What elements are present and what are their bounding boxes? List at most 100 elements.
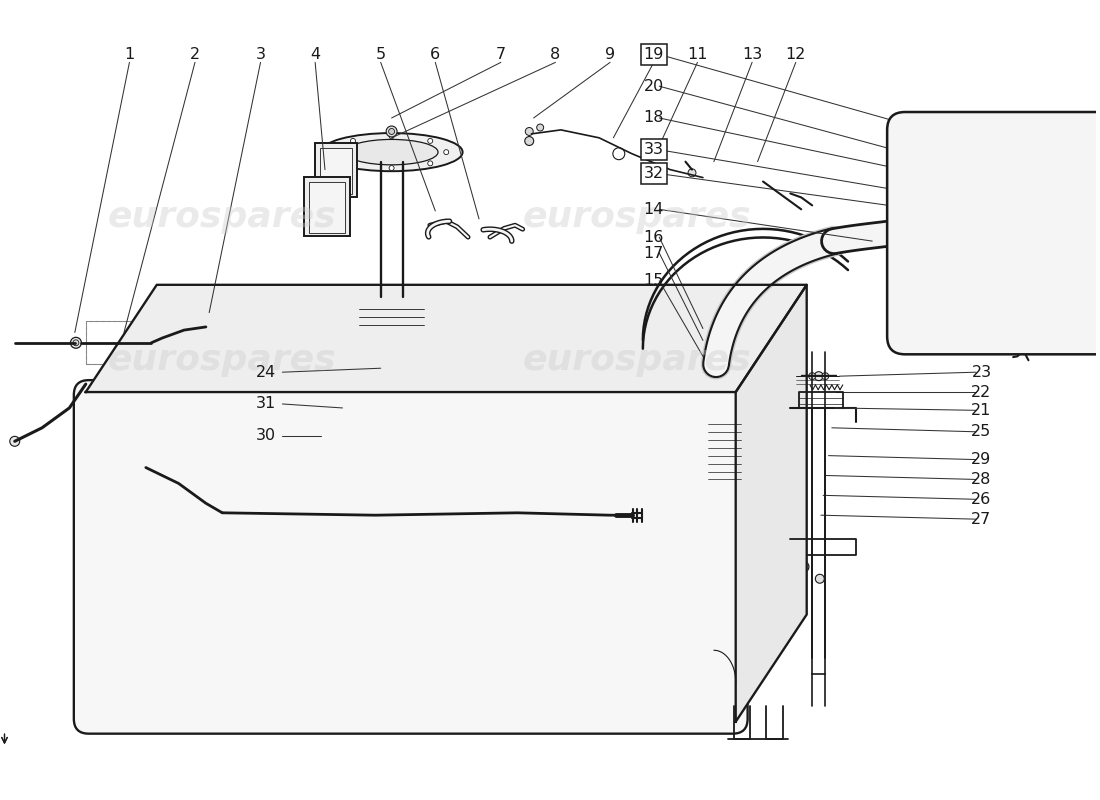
Ellipse shape (914, 224, 946, 246)
Circle shape (675, 374, 680, 379)
Text: 27: 27 (971, 512, 991, 526)
Ellipse shape (893, 218, 949, 257)
Text: eurospares: eurospares (524, 200, 751, 234)
Text: 17: 17 (644, 246, 664, 261)
Circle shape (340, 313, 346, 320)
Circle shape (808, 373, 815, 380)
Circle shape (1015, 319, 1024, 328)
Circle shape (412, 327, 419, 334)
Circle shape (537, 124, 543, 131)
Bar (364, 299, 605, 342)
Text: 1: 1 (124, 47, 134, 62)
Text: 6: 6 (430, 47, 440, 62)
Circle shape (412, 313, 419, 320)
Bar (309, 182, 344, 233)
FancyBboxPatch shape (887, 112, 1100, 354)
Text: 18: 18 (644, 110, 664, 126)
Ellipse shape (320, 133, 463, 171)
Text: 29: 29 (971, 452, 991, 467)
Ellipse shape (345, 139, 438, 165)
Text: 20: 20 (644, 78, 664, 94)
Ellipse shape (669, 364, 748, 390)
Ellipse shape (889, 232, 927, 258)
Text: 16: 16 (644, 230, 664, 245)
Text: 9: 9 (605, 47, 615, 62)
Text: 13: 13 (742, 47, 762, 62)
Circle shape (364, 327, 371, 334)
Circle shape (412, 299, 419, 306)
Text: 4: 4 (310, 47, 320, 62)
Ellipse shape (887, 218, 952, 264)
Text: 26: 26 (971, 492, 991, 507)
Circle shape (364, 313, 371, 320)
Circle shape (443, 150, 449, 154)
Circle shape (334, 150, 340, 154)
Text: eurospares: eurospares (108, 200, 337, 234)
Text: 32: 32 (644, 166, 663, 181)
Circle shape (662, 352, 671, 361)
Ellipse shape (542, 325, 602, 345)
Circle shape (801, 564, 806, 570)
Text: 30: 30 (256, 428, 276, 443)
Circle shape (10, 436, 20, 446)
Bar (315, 143, 356, 198)
Text: 22: 22 (971, 385, 991, 399)
Text: 10: 10 (644, 47, 664, 62)
Text: 2: 2 (190, 47, 200, 62)
Circle shape (73, 340, 79, 346)
Ellipse shape (895, 237, 921, 254)
Circle shape (364, 299, 371, 306)
Circle shape (688, 169, 696, 177)
Text: 3: 3 (255, 47, 265, 62)
Circle shape (798, 562, 808, 572)
Text: eurospares: eurospares (108, 343, 337, 378)
Text: 33: 33 (644, 142, 663, 158)
Text: 31: 31 (256, 397, 276, 411)
Circle shape (351, 138, 355, 143)
Circle shape (389, 166, 394, 170)
Text: 7: 7 (496, 47, 506, 62)
Text: 12: 12 (785, 47, 806, 62)
Text: 15: 15 (644, 274, 664, 288)
Circle shape (70, 338, 81, 348)
Text: 23: 23 (971, 365, 991, 380)
Circle shape (351, 161, 355, 166)
Ellipse shape (349, 302, 434, 331)
Text: 14: 14 (644, 202, 664, 217)
Text: 19: 19 (644, 47, 664, 62)
Text: 21: 21 (971, 403, 992, 418)
Bar (86, 321, 277, 364)
Circle shape (663, 364, 671, 372)
Circle shape (526, 127, 534, 135)
Polygon shape (736, 285, 806, 722)
Ellipse shape (898, 226, 940, 256)
Bar (305, 177, 350, 236)
Circle shape (737, 374, 741, 379)
Ellipse shape (368, 309, 415, 325)
Ellipse shape (329, 296, 454, 338)
Circle shape (389, 134, 394, 138)
Circle shape (706, 384, 711, 389)
Circle shape (388, 313, 395, 320)
Ellipse shape (903, 224, 939, 250)
Circle shape (386, 126, 397, 137)
FancyBboxPatch shape (74, 380, 748, 734)
Polygon shape (86, 285, 806, 392)
Text: eurospares: eurospares (524, 343, 751, 378)
Text: 25: 25 (971, 424, 991, 439)
Circle shape (822, 373, 828, 380)
Ellipse shape (526, 320, 618, 350)
Bar (86, 321, 277, 364)
Text: 5: 5 (375, 47, 386, 62)
Circle shape (815, 574, 824, 583)
Bar (319, 148, 352, 194)
Circle shape (428, 138, 432, 143)
Circle shape (428, 161, 432, 166)
Circle shape (388, 129, 395, 134)
Text: 11: 11 (688, 47, 707, 62)
Text: 24: 24 (256, 365, 276, 380)
Circle shape (706, 365, 711, 370)
Circle shape (437, 313, 443, 320)
Circle shape (1018, 322, 1022, 326)
Circle shape (525, 137, 533, 146)
